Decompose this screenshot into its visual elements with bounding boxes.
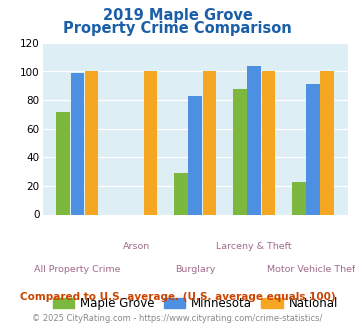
Text: Property Crime Comparison: Property Crime Comparison bbox=[63, 21, 292, 36]
Bar bbox=[144, 72, 157, 214]
Bar bbox=[56, 112, 70, 214]
Text: Larceny & Theft: Larceny & Theft bbox=[216, 242, 292, 251]
Text: © 2025 CityRating.com - https://www.cityrating.com/crime-statistics/: © 2025 CityRating.com - https://www.city… bbox=[32, 314, 323, 323]
Text: 2019 Maple Grove: 2019 Maple Grove bbox=[103, 8, 252, 23]
Text: Compared to U.S. average. (U.S. average equals 100): Compared to U.S. average. (U.S. average … bbox=[20, 292, 335, 302]
Bar bbox=[247, 66, 261, 214]
Text: Burglary: Burglary bbox=[175, 265, 215, 274]
Bar bbox=[71, 73, 84, 215]
Bar bbox=[306, 84, 320, 214]
Text: All Property Crime: All Property Crime bbox=[34, 265, 121, 274]
Bar bbox=[262, 72, 275, 214]
Bar bbox=[189, 96, 202, 214]
Bar bbox=[174, 173, 188, 214]
Bar bbox=[233, 89, 247, 214]
Text: Motor Vehicle Theft: Motor Vehicle Theft bbox=[267, 265, 355, 274]
Bar bbox=[203, 72, 216, 214]
Bar bbox=[292, 182, 306, 215]
Bar bbox=[85, 72, 98, 214]
Legend: Maple Grove, Minnesota, National: Maple Grove, Minnesota, National bbox=[48, 292, 343, 315]
Bar bbox=[321, 72, 334, 214]
Text: Arson: Arson bbox=[123, 242, 150, 251]
